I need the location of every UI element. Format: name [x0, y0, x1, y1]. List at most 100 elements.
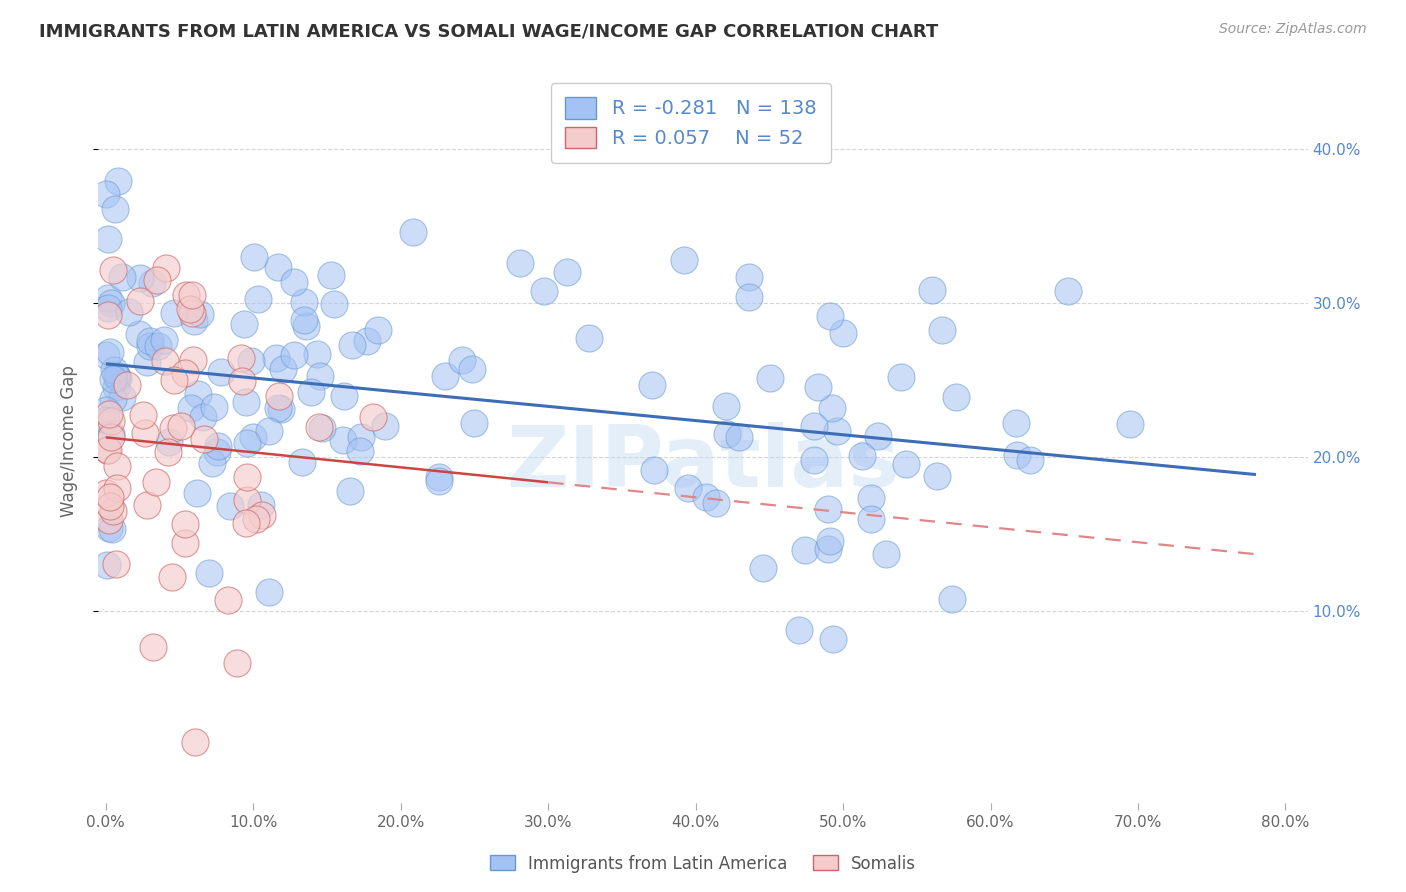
Point — [818, 309, 841, 323]
Point — [105, 369, 128, 384]
Point — [236, 493, 259, 508]
Point — [257, 424, 280, 438]
Point — [332, 389, 354, 403]
Point — [267, 260, 290, 274]
Point — [890, 369, 912, 384]
Point — [374, 418, 396, 433]
Point — [821, 401, 844, 416]
Point — [141, 276, 163, 290]
Point — [921, 283, 943, 297]
Point — [105, 368, 128, 383]
Point — [104, 558, 127, 572]
Point — [825, 425, 848, 439]
Text: ZIPatlas: ZIPatlas — [506, 422, 900, 505]
Point — [160, 569, 183, 583]
Point — [803, 418, 825, 433]
Point — [925, 468, 948, 483]
Point — [100, 430, 122, 444]
Point — [247, 292, 270, 306]
Point — [156, 444, 179, 458]
Point — [292, 313, 315, 327]
Point — [676, 481, 699, 495]
Point — [101, 392, 124, 406]
Point — [184, 735, 207, 749]
Point — [737, 290, 759, 304]
Point — [115, 377, 138, 392]
Point — [101, 263, 124, 277]
Point — [807, 380, 830, 394]
Point — [104, 202, 127, 217]
Point — [209, 365, 232, 379]
Point — [859, 491, 882, 505]
Point — [107, 371, 129, 385]
Point — [101, 371, 124, 385]
Point — [181, 288, 204, 302]
Point — [752, 560, 775, 574]
Point — [875, 547, 897, 561]
Point — [291, 454, 314, 468]
Point — [94, 486, 117, 500]
Point — [193, 409, 215, 424]
Point — [704, 496, 727, 510]
Point — [235, 436, 257, 450]
Point — [97, 301, 120, 315]
Point — [190, 308, 212, 322]
Point — [97, 291, 120, 305]
Point — [794, 542, 817, 557]
Point — [250, 508, 273, 523]
Point — [821, 632, 844, 647]
Point — [96, 187, 118, 202]
Point — [866, 429, 889, 443]
Point — [180, 401, 202, 416]
Point — [146, 339, 169, 353]
Point — [163, 306, 186, 320]
Point — [146, 272, 169, 286]
Point — [1118, 417, 1140, 431]
Point — [155, 261, 177, 276]
Point — [250, 498, 273, 512]
Point — [98, 521, 121, 535]
Point — [266, 351, 288, 365]
Point — [402, 225, 425, 239]
Point — [142, 640, 165, 655]
Point — [851, 449, 873, 463]
Point — [101, 522, 124, 536]
Point — [226, 657, 249, 671]
Point — [283, 275, 305, 289]
Point — [533, 284, 555, 298]
Point — [104, 380, 127, 394]
Point — [135, 498, 157, 512]
Point — [162, 420, 184, 434]
Point — [235, 516, 257, 530]
Point — [128, 327, 150, 342]
Point — [205, 445, 228, 459]
Point — [339, 483, 361, 498]
Point — [134, 425, 156, 440]
Point — [163, 373, 186, 387]
Point — [292, 295, 315, 310]
Point — [832, 326, 855, 341]
Point — [283, 348, 305, 362]
Point — [267, 401, 290, 416]
Point — [231, 374, 253, 388]
Y-axis label: Wage/Income Gap: Wage/Income Gap — [59, 366, 77, 517]
Text: IMMIGRANTS FROM LATIN AMERICA VS SOMALI WAGE/INCOME GAP CORRELATION CHART: IMMIGRANTS FROM LATIN AMERICA VS SOMALI … — [39, 22, 939, 40]
Point — [319, 268, 342, 282]
Point — [103, 363, 125, 377]
Point — [183, 314, 205, 328]
Point — [179, 301, 201, 316]
Point — [94, 413, 117, 427]
Point — [728, 430, 751, 444]
Point — [894, 457, 917, 471]
Point — [1004, 416, 1026, 430]
Point — [1019, 453, 1042, 467]
Point — [461, 362, 484, 376]
Point — [233, 317, 256, 331]
Point — [181, 353, 204, 368]
Point — [174, 288, 197, 302]
Point — [97, 442, 120, 457]
Point — [236, 470, 259, 484]
Point — [429, 474, 451, 488]
Point — [129, 270, 152, 285]
Point — [578, 330, 600, 344]
